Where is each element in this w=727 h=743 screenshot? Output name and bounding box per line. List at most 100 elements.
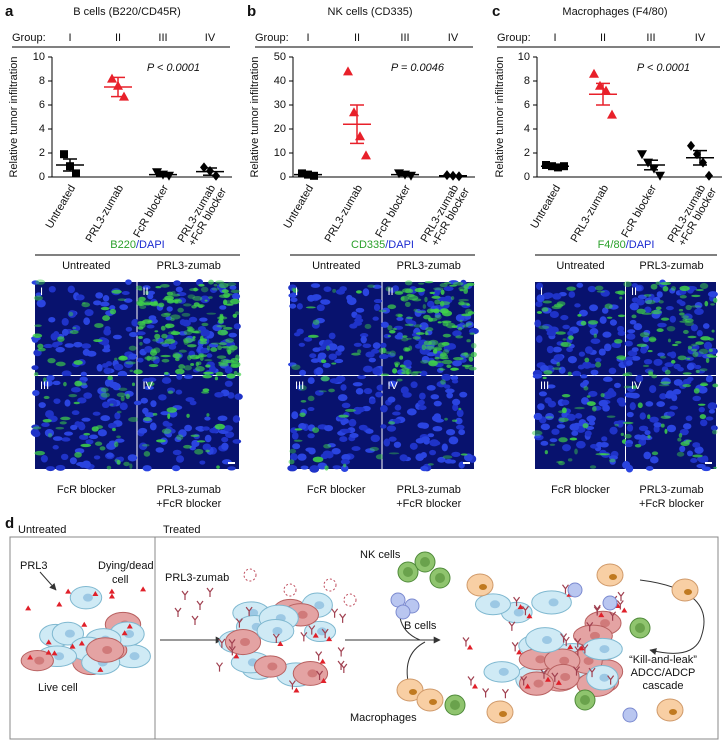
stain	[397, 313, 403, 318]
antibody	[574, 646, 582, 656]
stain	[434, 314, 442, 320]
stain	[439, 301, 451, 306]
label: NK cells	[360, 549, 401, 561]
group-numeral: II	[600, 32, 606, 44]
stain	[170, 293, 181, 297]
nucleus	[176, 373, 183, 380]
nucleus	[380, 321, 389, 328]
x-tick-label: Untreated	[529, 183, 564, 231]
stain	[413, 324, 422, 328]
nucleus	[441, 443, 448, 452]
nucleus	[634, 285, 642, 291]
nucleus	[137, 357, 144, 363]
antibody	[573, 666, 580, 676]
stain	[678, 433, 683, 438]
stain	[93, 339, 103, 343]
nucleus	[602, 376, 613, 382]
macrophage	[466, 573, 494, 597]
nucleus	[172, 449, 182, 456]
nucleus	[387, 352, 396, 358]
nucleus	[669, 315, 677, 323]
y-tick-label: 0	[280, 171, 286, 183]
stain	[433, 287, 444, 291]
nucleus	[402, 392, 412, 398]
nucleus	[451, 451, 461, 458]
stain	[401, 367, 410, 372]
stain	[455, 335, 464, 339]
stain-label: F4/80/DAPI	[598, 239, 655, 251]
stain	[387, 304, 397, 310]
nucleus	[52, 445, 59, 450]
nucleus	[630, 392, 640, 399]
stain	[143, 417, 152, 422]
stain	[226, 282, 237, 287]
stain	[401, 337, 409, 342]
stain	[217, 345, 223, 351]
nucleus	[362, 343, 372, 349]
stain	[387, 335, 391, 338]
stain	[109, 403, 114, 406]
nucleus	[348, 418, 357, 427]
stain	[566, 286, 576, 291]
stain	[446, 364, 452, 368]
nucleus	[307, 377, 315, 385]
stain	[687, 345, 693, 350]
stain	[452, 281, 464, 286]
nucleus	[687, 376, 694, 382]
stain	[537, 311, 542, 314]
stain	[429, 308, 441, 313]
nucleus	[419, 392, 426, 400]
nucleus	[83, 317, 91, 326]
nucleus	[221, 436, 229, 443]
nucleus	[659, 393, 667, 400]
stain	[218, 342, 227, 346]
nucleus	[581, 397, 589, 405]
stain	[437, 321, 442, 324]
macrophage	[596, 563, 624, 587]
stain	[195, 361, 199, 367]
stain	[614, 339, 623, 344]
stain	[320, 359, 327, 364]
stain	[432, 347, 438, 352]
nucleus	[687, 286, 698, 291]
antibody	[315, 651, 323, 661]
label: Macrophages	[350, 712, 417, 724]
stain	[118, 387, 128, 391]
nucleus	[155, 447, 164, 453]
cell-nucleus	[248, 608, 259, 617]
nucleus	[287, 465, 298, 472]
nucleus	[362, 288, 370, 297]
stain	[139, 341, 143, 346]
nucleus	[83, 392, 93, 399]
stain	[143, 451, 151, 457]
nucleus	[536, 294, 545, 303]
nucleus	[171, 465, 181, 472]
stain	[133, 369, 143, 375]
stain	[459, 289, 464, 292]
nucleus	[355, 307, 365, 313]
stain	[68, 311, 74, 317]
stain	[442, 455, 453, 459]
stain	[677, 437, 682, 442]
nucleus	[707, 291, 718, 298]
below-label: +FcR blocker	[396, 498, 461, 510]
stain	[600, 393, 605, 398]
nucleus	[178, 331, 188, 336]
nucleus	[82, 348, 91, 356]
stain	[596, 290, 606, 293]
stain	[205, 364, 211, 368]
below-label: FcR blocker	[307, 484, 366, 496]
stain	[556, 361, 561, 367]
stain	[595, 361, 602, 368]
stain	[402, 335, 408, 338]
stain	[187, 354, 192, 361]
nucleus	[372, 342, 381, 350]
prl3	[69, 643, 76, 649]
nucleus	[41, 422, 50, 428]
nucleus	[119, 402, 128, 411]
nucleus	[101, 363, 109, 368]
nucleus	[575, 440, 586, 449]
nucleus	[307, 433, 315, 439]
nucleus	[552, 293, 562, 300]
